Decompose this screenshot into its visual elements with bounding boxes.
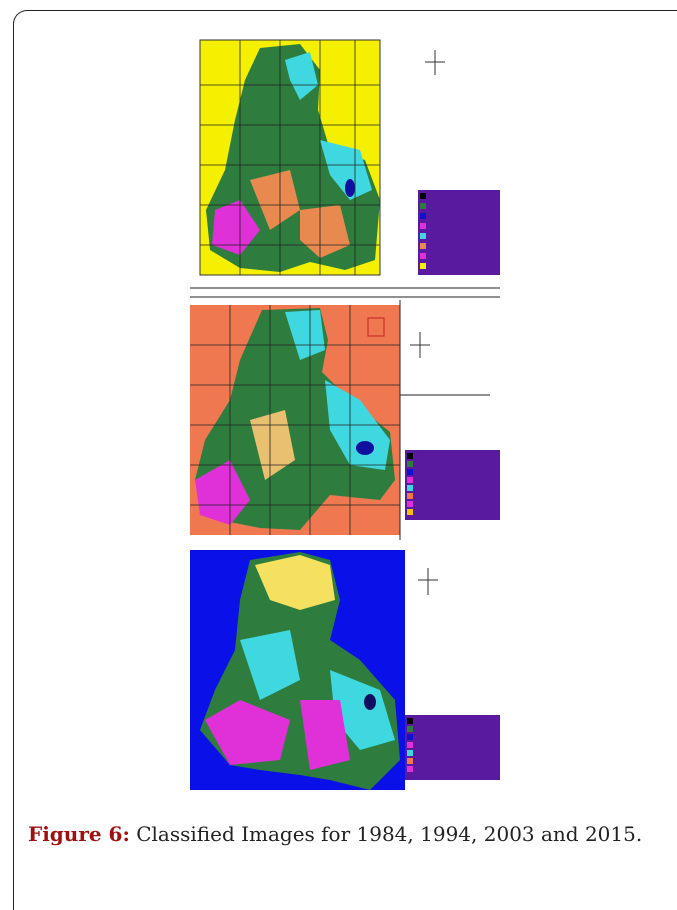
figure-label: Figure 6: — [28, 822, 130, 846]
map-panel-3 — [190, 550, 500, 790]
map-panel-1 — [190, 39, 500, 298]
figure-image — [190, 39, 500, 790]
map-panel-2 — [190, 300, 500, 540]
page: Figure 6: Classified Images for 1984, 19… — [13, 10, 677, 910]
caption-text: Classified Images for 1984, 1994, 2003 a… — [136, 822, 643, 846]
figure-caption: Figure 6: Classified Images for 1984, 19… — [28, 822, 642, 846]
figure-frame — [13, 10, 677, 910]
